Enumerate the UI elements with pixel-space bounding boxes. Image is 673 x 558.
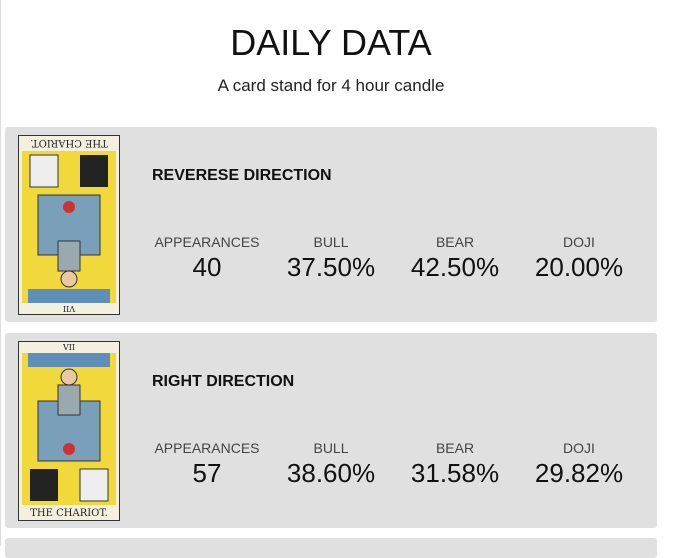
stat-value: 38.60% bbox=[286, 458, 376, 488]
tarot-card: VII THE CHARIOT. bbox=[18, 341, 120, 521]
stat: DOJI 20.00% bbox=[517, 234, 641, 283]
sphinx-black bbox=[80, 155, 108, 187]
stat-label: BEAR bbox=[435, 234, 475, 250]
stat-label: APPEARANCES bbox=[154, 234, 260, 250]
emblem bbox=[63, 201, 75, 213]
figure-body bbox=[57, 384, 81, 416]
sphinx-white bbox=[79, 468, 109, 502]
stat-label: BULL bbox=[313, 440, 349, 456]
stat: APPEARANCES 57 bbox=[145, 440, 269, 489]
card-name: THE CHARIOT. bbox=[30, 137, 108, 148]
stat-value: 31.58% bbox=[410, 458, 500, 488]
tarot-card: VII THE CHARIOT. bbox=[18, 135, 120, 315]
card-art: VII THE CHARIOT. bbox=[18, 135, 120, 315]
card-title: RIGHT DIRECTION bbox=[152, 373, 295, 390]
page: DAILY DATA A card stand for 4 hour candl… bbox=[0, 0, 657, 558]
figure-body bbox=[57, 240, 81, 272]
stat-label: BEAR bbox=[435, 440, 475, 456]
card-numeral: VII bbox=[63, 304, 76, 313]
stat: BEAR 42.50% bbox=[393, 234, 517, 283]
stat-value: 29.82% bbox=[534, 458, 624, 488]
sphinx-black bbox=[30, 469, 58, 501]
stat-label: DOJI bbox=[563, 440, 595, 456]
stat: DOJI 29.82% bbox=[517, 440, 641, 489]
stat-label: APPEARANCES bbox=[154, 440, 260, 456]
card-panel: VII THE CHARIOT. RIGHT DIRECTION APPEARANCE… bbox=[5, 333, 657, 528]
figure-head bbox=[60, 270, 78, 288]
canopy bbox=[28, 353, 110, 367]
stat-value: 40 bbox=[192, 252, 222, 282]
card-numeral: VII bbox=[62, 343, 75, 352]
stat: BEAR 31.58% bbox=[393, 440, 517, 489]
emblem bbox=[63, 443, 75, 455]
card-art: VII THE CHARIOT. bbox=[18, 341, 120, 521]
card-title: REVERESE DIRECTION bbox=[152, 167, 332, 184]
page-title: DAILY DATA bbox=[230, 22, 432, 63]
stat: APPEARANCES 40 bbox=[145, 234, 269, 283]
sphinx-white bbox=[29, 154, 59, 188]
figure-head bbox=[60, 368, 78, 386]
panel-partial bbox=[5, 538, 657, 558]
card-panel: VII THE CHARIOT. REVERESE DIRECTION APPEARA… bbox=[5, 127, 657, 322]
canopy bbox=[28, 289, 110, 303]
stat: BULL 38.60% bbox=[269, 440, 393, 489]
stat-label: BULL bbox=[313, 234, 349, 250]
page-subtitle: A card stand for 4 hour candle bbox=[217, 76, 445, 95]
stat-value: 42.50% bbox=[410, 252, 500, 282]
stat-value: 37.50% bbox=[286, 252, 376, 282]
stat: BULL 37.50% bbox=[269, 234, 393, 283]
stat-value: 20.00% bbox=[534, 252, 624, 282]
card-name: THE CHARIOT. bbox=[30, 508, 108, 519]
stat-label: DOJI bbox=[563, 234, 595, 250]
stat-value: 57 bbox=[192, 458, 222, 488]
